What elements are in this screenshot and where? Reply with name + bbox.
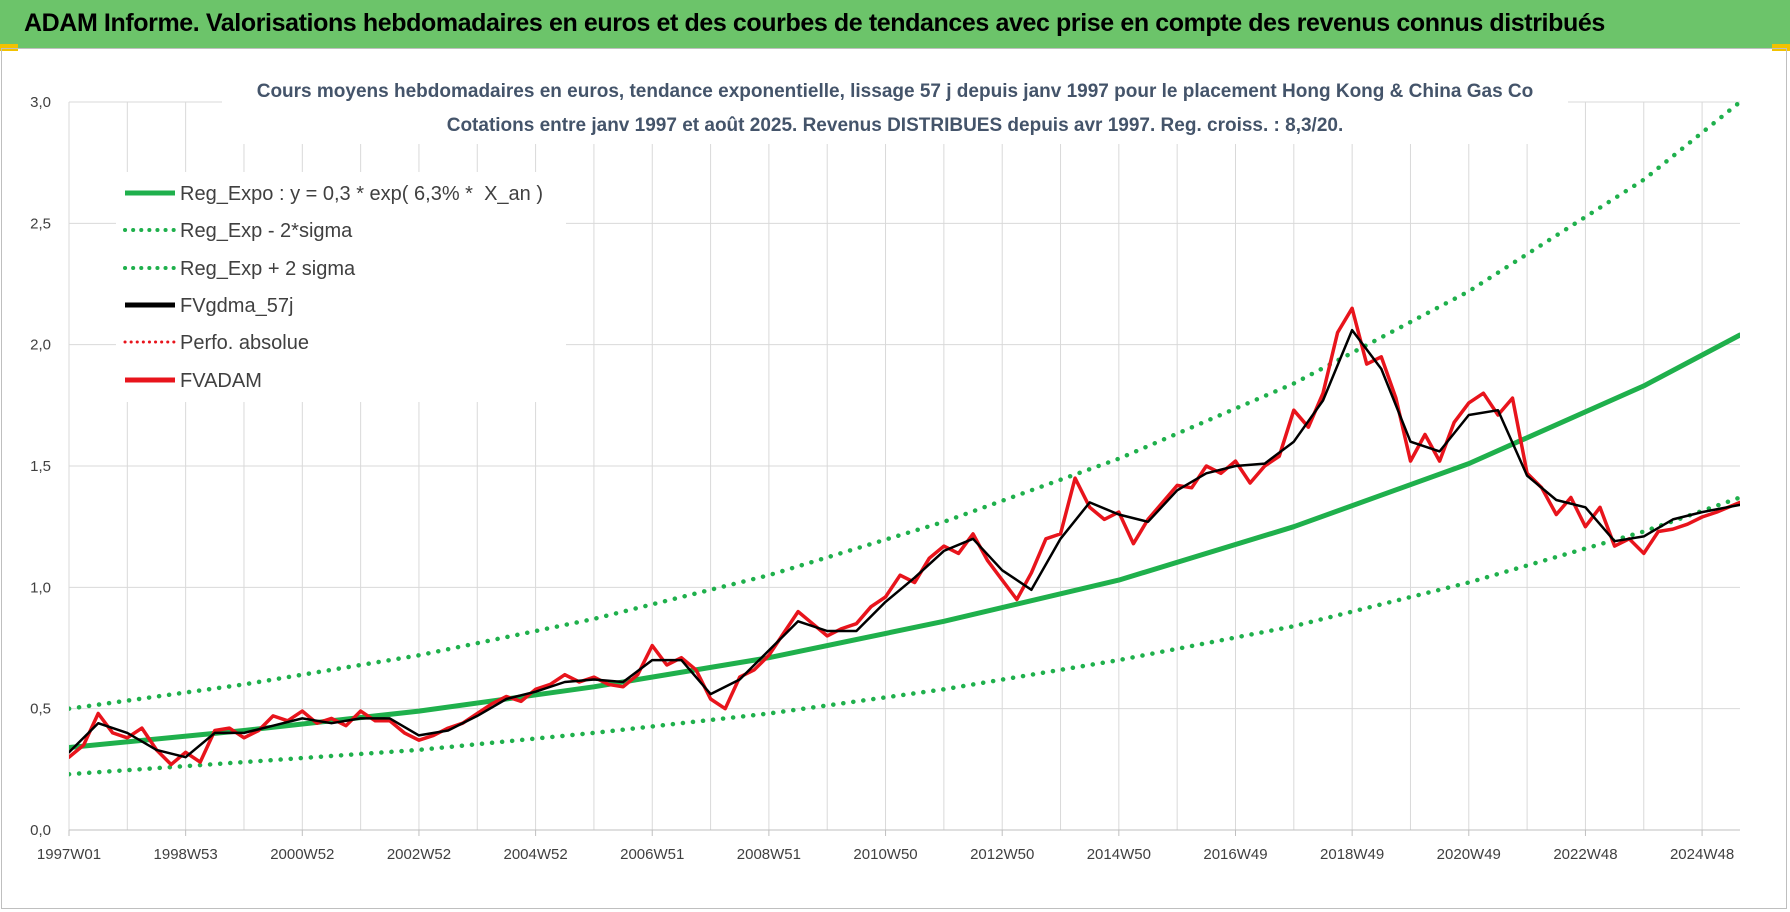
legend-label-fvgdma: FVgdma_57j	[180, 295, 293, 317]
chart-title-box: Cours moyens hebdomadaires en euros, ten…	[222, 74, 1568, 144]
legend-label-perfo-absolue: Perfo. absolue	[180, 332, 309, 354]
report-title: ADAM Informe. Valorisations hebdomadaire…	[24, 9, 1605, 37]
x-tick-label: 2024W48	[1670, 846, 1734, 863]
legend-item-reg-expo: Reg_Expo : y = 0,3 * exp( 6,3% * X_an )	[125, 183, 543, 205]
y-tick-label: 3,0	[30, 94, 51, 111]
x-tick-label: 2014W50	[1087, 846, 1151, 863]
x-tick-label: 2022W48	[1553, 846, 1617, 863]
legend-item-reg-exp-minus: Reg_Exp - 2*sigma	[123, 220, 353, 242]
chart-title-line-2: Cotations entre janv 1997 et août 2025. …	[447, 115, 1344, 136]
x-tick-label: 2018W49	[1320, 846, 1384, 863]
corner-mark-top-right	[1772, 44, 1790, 51]
legend-label-reg-exp-plus: Reg_Exp + 2 sigma	[180, 258, 356, 280]
corner-mark-top-left	[0, 44, 18, 51]
y-axis-labels: 0,0 0,5 1,0 1,5 2,0 2,5 3,0	[30, 94, 51, 839]
y-tick-label: 0,5	[30, 701, 51, 718]
y-tick-label: 0,0	[30, 822, 51, 839]
y-tick-label: 2,5	[30, 215, 51, 232]
x-tick-label: 2004W52	[503, 846, 567, 863]
x-tick-label: 1997W01	[37, 846, 101, 863]
legend-item-fvgdma: FVgdma_57j	[125, 295, 293, 317]
legend-item-perfo-absolue: Perfo. absolue	[123, 332, 309, 354]
reg-exp-plus-line	[69, 99, 1740, 711]
y-tick-label: 1,5	[30, 458, 51, 475]
x-tick-label: 2000W52	[270, 846, 334, 863]
x-tick-label: 2016W49	[1203, 846, 1267, 863]
x-tick-label: 2002W52	[387, 846, 451, 863]
y-tick-label: 1,0	[30, 579, 51, 596]
x-tick-label: 2020W49	[1437, 846, 1501, 863]
x-tick-label: 2012W50	[970, 846, 1034, 863]
reg-exp-minus-line	[69, 495, 1740, 777]
fvgdma-line	[69, 328, 1740, 759]
legend-label-fvadam: FVADAM	[180, 370, 262, 392]
title-banner: ADAM Informe. Valorisations hebdomadaire…	[0, 0, 1790, 48]
y-tick-label: 2,0	[30, 337, 51, 354]
legend-item-fvadam: FVADAM	[125, 370, 262, 392]
x-tick-label: 2006W51	[620, 846, 684, 863]
grid-lines	[68, 101, 1740, 831]
x-axis-labels: 1997W01 1998W53 2000W52 2002W52 2004W52 2006W…	[37, 830, 1734, 863]
legend-item-reg-exp-plus: Reg_Exp + 2 sigma	[123, 258, 356, 280]
x-tick-label: 2010W50	[853, 846, 917, 863]
legend-label-reg-expo: Reg_Expo : y = 0,3 * exp( 6,3% * X_an )	[180, 183, 543, 205]
chart-title-line-1: Cours moyens hebdomadaires en euros, ten…	[257, 81, 1534, 102]
legend: Reg_Expo : y = 0,3 * exp( 6,3% * X_an ) …	[116, 172, 566, 402]
fvadam-line	[69, 306, 1740, 767]
x-tick-label: 1998W53	[154, 846, 218, 863]
legend-label-reg-exp-minus: Reg_Exp - 2*sigma	[180, 220, 353, 242]
x-tick-label: 2008W51	[737, 846, 801, 863]
chart-frame	[1, 48, 1787, 909]
series-lines	[69, 99, 1740, 777]
